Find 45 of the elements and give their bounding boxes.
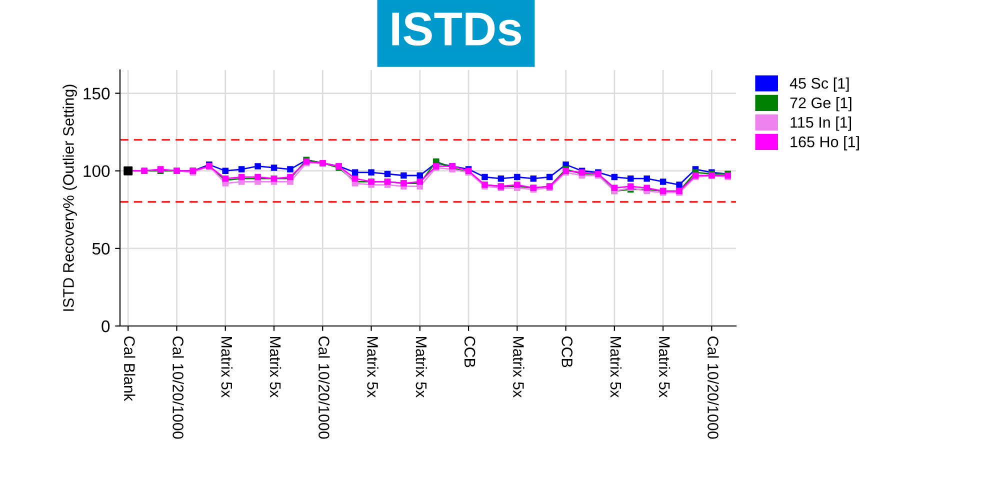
x-tick-label: Matrix 5x — [270, 336, 282, 398]
y-tick-label: 0 — [102, 320, 110, 332]
point — [611, 184, 618, 192]
x-tick-label: Matrix 5x — [513, 336, 524, 398]
y-axis-title: ISTD Recovery% (Outlier Setting) — [62, 84, 77, 311]
legend-label: 165 Ho [1] — [790, 136, 859, 150]
point — [644, 175, 650, 182]
point — [352, 169, 358, 176]
x-tick-label: CCB — [562, 336, 573, 368]
x-tick-label: Cal 10/20/1000 — [318, 336, 330, 439]
point — [530, 175, 536, 182]
legend-label: 72 Ge [1] — [790, 97, 852, 112]
point — [628, 175, 634, 182]
x-tick-label: Matrix 5x — [416, 336, 428, 398]
point — [514, 174, 520, 180]
legend-label: 115 In [1] — [790, 116, 852, 131]
point — [254, 163, 261, 170]
point — [498, 175, 504, 182]
y-tick-label: 100 — [84, 165, 110, 178]
point — [676, 182, 682, 188]
point — [222, 168, 228, 174]
point — [611, 174, 618, 180]
x-tick-label: Matrix 5x — [367, 336, 378, 398]
x-tick-label: Cal 10/20/1000 — [172, 336, 184, 439]
x-tick-label: CCB — [464, 336, 476, 368]
point — [287, 166, 294, 172]
point — [400, 172, 407, 179]
point — [352, 175, 358, 182]
x-tick-label: Cal Blank — [124, 336, 136, 402]
point — [546, 174, 553, 180]
point — [384, 170, 391, 178]
point — [416, 172, 424, 179]
legend-label: 45 Sc [1] — [790, 78, 849, 92]
y-tick-label: 50 — [92, 242, 110, 255]
point — [270, 164, 278, 171]
x-tick-label: Matrix 5x — [610, 336, 622, 398]
point — [368, 169, 374, 176]
x-tick-label: Matrix 5x — [658, 336, 670, 398]
point — [482, 174, 488, 180]
x-tick-label: Matrix 5x — [221, 336, 232, 398]
chart-title: ISTDs — [392, 12, 521, 46]
point — [238, 166, 245, 172]
point — [660, 178, 666, 185]
y-tick-label: 150 — [84, 88, 110, 100]
x-tick-label: Cal 10/20/1000 — [708, 336, 719, 439]
